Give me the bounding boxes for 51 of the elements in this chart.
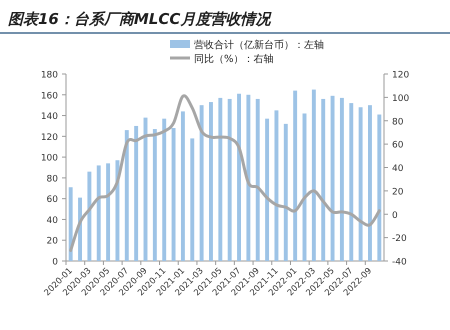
y-tick-label: 20 (46, 236, 58, 247)
bar (377, 114, 382, 261)
chart-title: 图表16：台系厂商MLCC月度营收情况 (8, 10, 272, 28)
bar (330, 96, 335, 261)
bar (246, 94, 250, 261)
bar (124, 130, 129, 261)
y2-tick-label: 40 (392, 164, 404, 174)
bar (293, 90, 298, 261)
bar (237, 94, 241, 261)
legend-label: 同比（%）：右轴 (194, 53, 274, 65)
y2-tick-label: 0 (392, 210, 398, 221)
bar (218, 98, 222, 261)
bar (228, 98, 232, 261)
bar (134, 126, 138, 261)
bar (284, 124, 288, 261)
y2-tick-label: -20 (392, 234, 407, 244)
y-tick-label: 100 (40, 154, 58, 164)
bar (180, 111, 185, 261)
y-tick-label: 80 (46, 174, 58, 184)
y2-tick-label: 120 (392, 70, 410, 80)
bar (115, 160, 120, 261)
y-tick-label: 40 (46, 216, 58, 226)
bar (312, 90, 316, 261)
y-tick-label: 140 (40, 112, 58, 122)
y-tick-label: 0 (52, 258, 58, 268)
bar (162, 118, 166, 261)
bar (152, 129, 157, 261)
legend-label: 营收合计（亿新台币）：左轴 (194, 39, 324, 51)
y2-tick-label: 60 (392, 140, 404, 151)
y2-tick-label: 20 (392, 187, 404, 198)
bar (68, 187, 73, 261)
bar (87, 172, 92, 261)
bar (172, 128, 176, 261)
bar (358, 107, 363, 261)
bar (265, 118, 270, 261)
y2-tick-label: 100 (392, 94, 410, 104)
bar (274, 110, 278, 261)
y-tick-label: 120 (40, 132, 58, 143)
bar (209, 102, 213, 261)
y2-tick-label: -40 (392, 258, 407, 268)
bar (106, 163, 110, 261)
y2-tick-label: 80 (392, 117, 404, 128)
bar (302, 113, 306, 261)
bar (144, 118, 148, 261)
bar (200, 105, 204, 261)
bar (340, 98, 344, 261)
y-tick-label: 180 (40, 70, 58, 80)
bar (321, 98, 326, 261)
y-tick-label: 60 (46, 195, 58, 206)
bar (368, 105, 372, 261)
y-tick-label: 160 (40, 91, 58, 102)
